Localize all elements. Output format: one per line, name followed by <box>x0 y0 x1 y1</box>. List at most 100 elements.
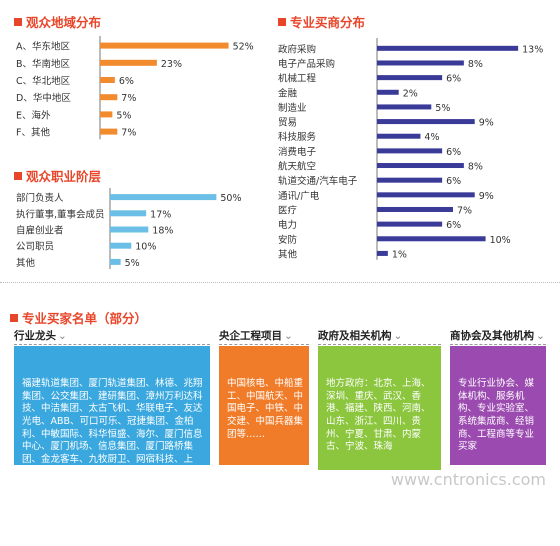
card-soe-projects: 中国核电、中船重工、中国航天、中国电子、中铁、中交建、中国兵器集团等…… <box>219 346 309 465</box>
bar <box>377 148 443 154</box>
bar <box>377 163 464 169</box>
bar <box>377 177 443 183</box>
category-label: 部门负责人 <box>16 192 64 204</box>
category-label: 电力 <box>278 219 297 231</box>
bar <box>100 59 157 66</box>
category-label: 机械工程 <box>278 73 317 85</box>
value-label: 2% <box>403 88 418 99</box>
card-text: 地方政府：北京、上海、深圳、重庆、武汉、香港、福建、陕西、河南、山东、浙江、四川… <box>326 378 431 453</box>
category-label: 通讯/广电 <box>278 190 320 202</box>
chevron-down-icon: ⌄ <box>393 330 403 342</box>
heading-underline <box>14 344 210 346</box>
value-label: 52% <box>233 42 254 53</box>
value-label: 6% <box>119 76 134 87</box>
value-label: 13% <box>522 44 543 55</box>
value-label: 7% <box>121 93 136 104</box>
bar <box>110 242 132 249</box>
category-label: A、华东地区 <box>16 41 70 53</box>
value-label: 8% <box>468 59 483 70</box>
buyer-title-text: 专业买商分布 <box>290 15 366 30</box>
card-text: 相关机构：公安系统、政法系统、经信委、消防系统、武警系统、城市管理局 <box>326 482 431 532</box>
value-label: 17% <box>150 209 171 220</box>
watermark: www.cntronics.com <box>390 470 546 489</box>
bar <box>377 192 475 198</box>
buyer-bar-chart: 政府采购 13% 电子产品采购 8% 机械工程 6% 金融 2% 制造业 5% 贸易 9% 科技服务 4%… <box>278 38 543 260</box>
value-label: 8% <box>468 162 483 173</box>
value-label: 5% <box>125 258 140 269</box>
category-label: 科技服务 <box>278 131 317 143</box>
value-label: 6% <box>446 147 461 158</box>
card-text: 福建轨道集团、厦门轨道集团、林德、兆翔集团、公交集团、建研集团、漳州万利达科技、… <box>22 378 203 478</box>
value-label: 5% <box>116 110 131 121</box>
category-label: 政府采购 <box>278 43 316 55</box>
category-label: 贸易 <box>278 117 297 129</box>
value-label: 9% <box>479 118 494 129</box>
card-text: 专业行业协会、媒体机构、服务机构、专业实验室、系统集成商、经销商、工程商等专业买… <box>458 378 535 453</box>
category-label: 其他 <box>16 257 36 269</box>
card-heading-soe: 央企工程项目 ⌄ <box>219 330 293 342</box>
category-label: D、华中地区 <box>16 92 71 104</box>
region-section-title: 观众地域分布 <box>14 12 101 31</box>
category-label: C、华北地区 <box>16 75 71 87</box>
category-label: 安防 <box>278 234 298 246</box>
bar <box>377 89 399 95</box>
value-label: 10% <box>490 235 511 246</box>
card-heading-industry: 行业龙头 ⌄ <box>14 330 67 342</box>
chevron-down-icon: ⌄ <box>58 330 67 342</box>
buyer-section-title: 专业买商分布 <box>278 12 365 31</box>
bar <box>377 133 421 139</box>
title-square-icon <box>14 18 22 26</box>
section-divider <box>0 282 560 283</box>
bar <box>110 226 149 233</box>
heading-underline <box>318 344 441 346</box>
bar <box>100 77 115 83</box>
bar <box>377 45 519 51</box>
value-label: 6% <box>446 220 461 231</box>
category-label: 公司职员 <box>16 242 54 253</box>
bar <box>377 206 453 212</box>
bar <box>110 210 147 217</box>
category-label: B、华南地区 <box>16 58 71 70</box>
value-label: 10% <box>135 242 156 253</box>
bar <box>377 250 388 256</box>
bar <box>377 104 432 110</box>
bar <box>100 128 118 135</box>
value-label: 5% <box>435 103 450 114</box>
category-label: 制造业 <box>278 102 307 114</box>
card-associations: 专业行业协会、媒体机构、服务机构、专业实验室、系统集成商、经销商、工程商等专业买… <box>450 346 546 465</box>
category-label: 金融 <box>278 87 298 99</box>
value-label: 6% <box>446 176 461 187</box>
job-section-title: 观众职业阶层 <box>14 166 101 185</box>
card-heading-government: 政府及相关机构 ⌄ <box>318 330 403 342</box>
category-label: 医疗 <box>278 204 298 216</box>
value-label: 18% <box>152 226 173 237</box>
category-label: 执行董事,董事会成员 <box>16 208 105 220</box>
bar <box>377 119 475 125</box>
job-title-text: 观众职业阶层 <box>26 169 102 184</box>
card-heading-associations: 商协会及其他机构 ⌄ <box>450 330 545 342</box>
title-square-icon <box>278 18 286 26</box>
heading-underline <box>450 344 546 346</box>
job-bar-chart: 部门负责人 50% 执行董事,董事会成员 17% 自雇创业者 18% 公司职员 10% 其他 5% <box>16 188 241 269</box>
title-square-icon <box>10 314 18 322</box>
chevron-down-icon: ⌄ <box>536 330 545 342</box>
category-label: 电子产品采购 <box>278 58 335 70</box>
card-government: 地方政府：北京、上海、深圳、重庆、武汉、香港、福建、陕西、河南、山东、浙江、四川… <box>318 346 441 532</box>
category-label: 自雇创业者 <box>16 225 64 237</box>
value-label: 1% <box>392 249 407 260</box>
title-square-icon <box>14 172 22 180</box>
bar <box>377 60 464 66</box>
category-label: 航天航空 <box>278 161 316 173</box>
value-label: 4% <box>424 132 439 143</box>
category-label: 消费电子 <box>278 146 317 158</box>
region-bar-chart: A、华东地区 52% B、华南地区 23% C、华北地区 6% D、华中地区 7% E、海外 5%… <box>16 36 254 140</box>
bar <box>377 236 486 242</box>
category-label: F、其他 <box>16 127 50 139</box>
value-label: 9% <box>479 191 494 202</box>
bar <box>110 194 217 201</box>
value-label: 7% <box>121 128 136 139</box>
value-label: 23% <box>161 59 182 70</box>
category-label: E、海外 <box>16 109 51 121</box>
chevron-down-icon: ⌄ <box>284 330 293 342</box>
bar <box>100 42 229 49</box>
